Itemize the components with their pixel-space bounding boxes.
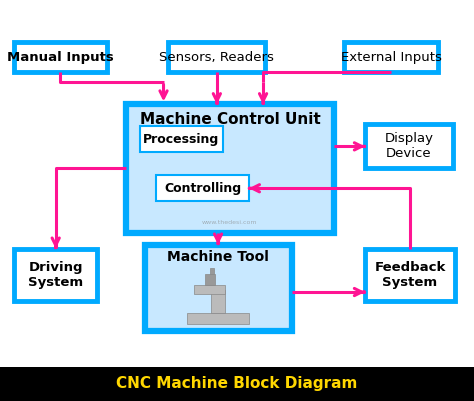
Text: Machine Tool: Machine Tool bbox=[167, 250, 269, 263]
FancyBboxPatch shape bbox=[140, 126, 223, 152]
FancyBboxPatch shape bbox=[14, 249, 97, 301]
FancyBboxPatch shape bbox=[205, 274, 215, 285]
FancyBboxPatch shape bbox=[14, 42, 107, 72]
Text: External Inputs: External Inputs bbox=[341, 51, 441, 64]
FancyBboxPatch shape bbox=[210, 268, 214, 274]
Text: Machine Control Unit: Machine Control Unit bbox=[139, 112, 320, 127]
FancyBboxPatch shape bbox=[211, 290, 225, 313]
Text: Feedback
System: Feedback System bbox=[374, 261, 446, 289]
FancyBboxPatch shape bbox=[365, 249, 455, 301]
Text: Manual Inputs: Manual Inputs bbox=[7, 51, 114, 64]
Text: Display
Device: Display Device bbox=[384, 132, 433, 160]
Text: Processing: Processing bbox=[143, 133, 219, 146]
FancyBboxPatch shape bbox=[0, 367, 474, 401]
FancyBboxPatch shape bbox=[145, 245, 292, 331]
FancyBboxPatch shape bbox=[194, 285, 225, 294]
Text: Sensors, Readers: Sensors, Readers bbox=[159, 51, 274, 64]
Text: Controlling: Controlling bbox=[164, 182, 241, 195]
Text: Driving
System: Driving System bbox=[28, 261, 83, 289]
FancyBboxPatch shape bbox=[365, 124, 453, 168]
Text: CNC Machine Block Diagram: CNC Machine Block Diagram bbox=[116, 377, 358, 391]
FancyBboxPatch shape bbox=[187, 313, 249, 324]
FancyBboxPatch shape bbox=[156, 175, 249, 201]
FancyBboxPatch shape bbox=[126, 104, 334, 233]
FancyBboxPatch shape bbox=[168, 42, 265, 72]
FancyBboxPatch shape bbox=[344, 42, 438, 72]
Text: www.thedesi.com: www.thedesi.com bbox=[202, 220, 258, 225]
